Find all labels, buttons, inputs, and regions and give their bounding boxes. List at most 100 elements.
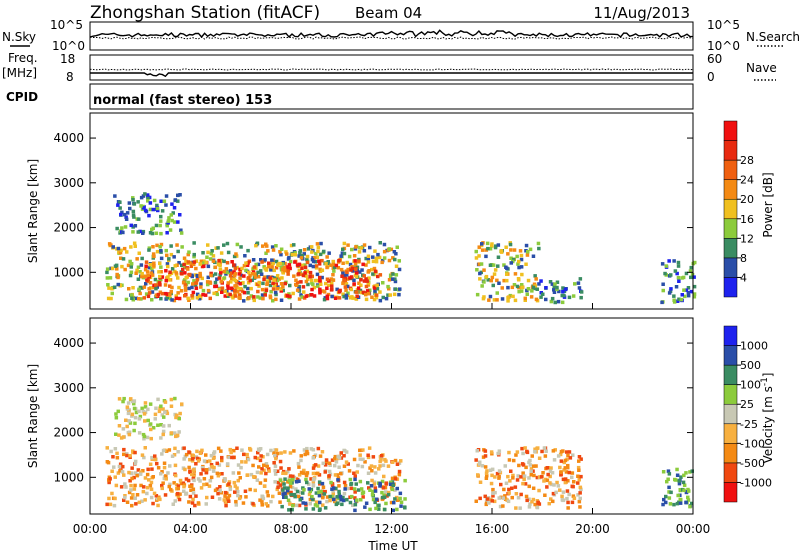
velocity-cell [105, 460, 110, 464]
velocity-cell [133, 471, 138, 475]
freq-tick-bottom: 8 [66, 70, 74, 84]
power-cell [342, 251, 347, 256]
power-cell [152, 283, 156, 288]
power-cell [672, 300, 677, 304]
power-cell [105, 270, 109, 275]
velocity-cell [567, 450, 572, 454]
power-cell [177, 261, 181, 265]
velocity-cell [123, 495, 127, 500]
velocity-cell [118, 462, 123, 466]
power-cell [226, 292, 230, 296]
velocity-cell [563, 458, 568, 463]
velocity-colorbar-tick-label: -100 [740, 437, 765, 450]
power-cell [561, 286, 565, 290]
power-cell [208, 257, 213, 261]
velocity-cell [177, 416, 181, 421]
power-cell [165, 231, 169, 235]
velocity-cell [204, 502, 208, 506]
power-cell [233, 278, 238, 283]
velocity-cell [397, 469, 402, 474]
velocity-cell [170, 454, 175, 458]
velocity-cell [112, 465, 116, 469]
power-cell [266, 249, 270, 253]
velocity-cell [121, 464, 125, 469]
power-cell [170, 202, 174, 206]
power-cell [523, 298, 527, 302]
velocity-cell [177, 497, 182, 502]
power-cell [148, 263, 152, 267]
power-cell [684, 288, 689, 292]
velocity-cell [289, 490, 293, 495]
velocity-cell [299, 470, 304, 475]
power-cell [315, 255, 320, 259]
power-cell [530, 289, 534, 293]
velocity-colorbar-swatch [723, 403, 738, 425]
power-cell [513, 298, 518, 303]
power-cell [537, 282, 541, 286]
power-colorbar-tick-label: 16 [740, 213, 754, 226]
power-cell [222, 259, 226, 264]
power-cell [306, 282, 310, 287]
power-cell [519, 289, 524, 293]
velocity-heatmap [105, 396, 694, 513]
power-cell [301, 285, 306, 289]
velocity-cell [369, 484, 374, 488]
velocity-cell [535, 475, 540, 480]
power-cell [265, 281, 270, 285]
power-cell [179, 231, 184, 235]
power-cell [359, 290, 364, 295]
power-cell [318, 267, 322, 272]
velocity-cell [352, 487, 357, 491]
power-cell [315, 272, 320, 277]
power-cell [312, 294, 317, 298]
velocity-cell [499, 495, 503, 500]
power-cell [552, 284, 556, 289]
power-cell [195, 274, 199, 278]
nave-tick-top: 60 [707, 52, 722, 66]
power-cell [660, 262, 665, 266]
velocity-cell [390, 480, 395, 484]
velocity-cell [314, 491, 319, 495]
velocity-cell [322, 492, 327, 496]
velocity-cell [288, 484, 293, 489]
power-cell [168, 270, 172, 274]
power-cell [144, 260, 149, 264]
velocity-cell [231, 471, 236, 475]
velocity-cell [353, 474, 357, 478]
velocity-y-tick-label: 4000 [53, 336, 84, 350]
velocity-cell [269, 499, 273, 504]
power-cell [184, 259, 188, 264]
power-cell [133, 224, 138, 228]
power-cell [164, 203, 168, 207]
velocity-cell [234, 499, 238, 504]
power-cell [228, 274, 233, 278]
power-cell [549, 299, 554, 304]
velocity-cell [577, 499, 582, 504]
power-cell [127, 201, 132, 205]
velocity-cell [539, 475, 544, 479]
velocity-cell [273, 480, 277, 484]
velocity-cell [164, 477, 168, 481]
velocity-cell [373, 471, 378, 475]
velocity-cell [381, 463, 386, 468]
power-cell [131, 196, 135, 200]
power-cell [342, 241, 347, 246]
velocity-cell [127, 409, 131, 414]
velocity-cell [149, 495, 154, 500]
velocity-cell [159, 423, 163, 427]
power-cell [139, 297, 143, 301]
power-cell [186, 260, 191, 264]
velocity-cell [311, 456, 315, 460]
velocity-cell [302, 448, 307, 452]
velocity-cell [140, 499, 144, 503]
velocity-cell [564, 470, 569, 474]
velocity-cell [383, 485, 388, 490]
velocity-cell [142, 412, 147, 416]
velocity-cell [321, 485, 326, 489]
velocity-cell [515, 450, 520, 454]
power-cell [166, 264, 170, 269]
velocity-cell [184, 452, 189, 457]
cpid-label: CPID [6, 90, 38, 104]
velocity-cell [356, 488, 361, 492]
